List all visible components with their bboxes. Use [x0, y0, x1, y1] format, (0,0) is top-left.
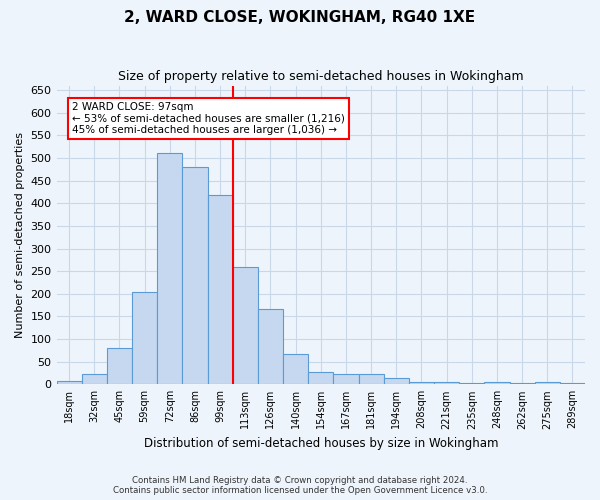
Text: 2, WARD CLOSE, WOKINGHAM, RG40 1XE: 2, WARD CLOSE, WOKINGHAM, RG40 1XE — [124, 10, 476, 25]
Bar — [233, 266, 258, 384]
Bar — [409, 382, 434, 384]
Bar — [208, 195, 233, 384]
Bar — [132, 292, 157, 384]
Bar — [182, 167, 208, 384]
Bar — [157, 154, 182, 384]
Text: Contains HM Land Registry data © Crown copyright and database right 2024.
Contai: Contains HM Land Registry data © Crown c… — [113, 476, 487, 495]
Text: 2 WARD CLOSE: 97sqm
← 53% of semi-detached houses are smaller (1,216)
45% of sem: 2 WARD CLOSE: 97sqm ← 53% of semi-detach… — [73, 102, 345, 135]
X-axis label: Distribution of semi-detached houses by size in Wokingham: Distribution of semi-detached houses by … — [143, 437, 498, 450]
Bar — [383, 378, 409, 384]
Bar — [258, 308, 283, 384]
Bar — [82, 374, 107, 384]
Bar — [434, 382, 459, 384]
Bar — [283, 354, 308, 384]
Bar — [107, 348, 132, 385]
Bar — [334, 374, 359, 384]
Bar — [359, 374, 383, 384]
Bar — [484, 382, 509, 384]
Bar — [535, 382, 560, 384]
Bar — [308, 372, 334, 384]
Bar — [560, 383, 585, 384]
Y-axis label: Number of semi-detached properties: Number of semi-detached properties — [15, 132, 25, 338]
Bar — [56, 381, 82, 384]
Title: Size of property relative to semi-detached houses in Wokingham: Size of property relative to semi-detach… — [118, 70, 524, 83]
